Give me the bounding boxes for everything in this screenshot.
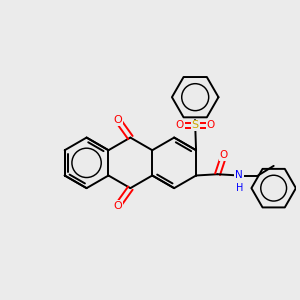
Text: N: N [235,170,243,181]
Text: S: S [192,120,199,130]
Text: O: O [113,115,122,125]
Text: H: H [236,183,244,193]
Text: O: O [220,150,228,160]
Text: O: O [113,201,122,211]
Text: O: O [206,120,215,130]
Text: O: O [176,120,184,130]
